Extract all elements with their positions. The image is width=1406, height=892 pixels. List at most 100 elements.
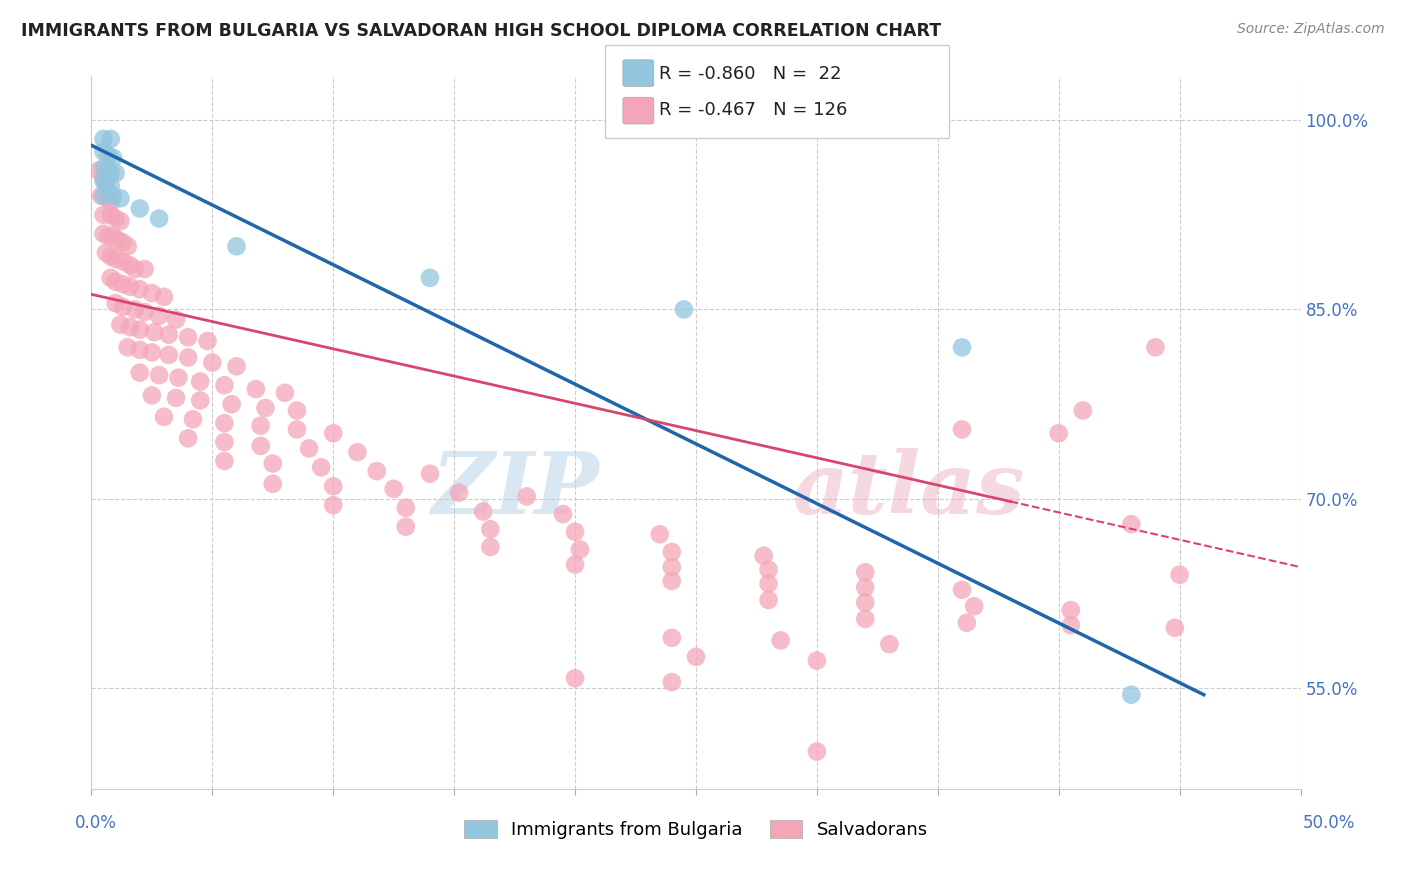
Point: [117, 340, 139, 354]
Point: [128, 366, 150, 380]
Point: [177, 431, 200, 445]
Point: [141, 286, 163, 301]
Point: [950, 340, 973, 354]
Point: [104, 296, 127, 310]
Point: [1144, 340, 1167, 354]
Point: [672, 302, 695, 317]
Text: 0.0%: 0.0%: [75, 814, 117, 831]
Text: atlas: atlas: [793, 448, 1025, 532]
Point: [661, 545, 683, 559]
Point: [110, 318, 132, 332]
Point: [249, 439, 271, 453]
Point: [249, 418, 271, 433]
Point: [153, 409, 176, 424]
Point: [1164, 621, 1187, 635]
Point: [472, 504, 495, 518]
Point: [758, 563, 780, 577]
Point: [148, 211, 170, 226]
Point: [479, 540, 502, 554]
Point: [853, 580, 876, 594]
Point: [853, 595, 876, 609]
Point: [128, 202, 150, 216]
Point: [153, 290, 176, 304]
Point: [661, 560, 683, 574]
Point: [285, 422, 308, 436]
Text: ZIP: ZIP: [432, 448, 599, 532]
Point: [124, 302, 146, 317]
Point: [564, 558, 586, 572]
Point: [134, 305, 156, 319]
Point: [165, 391, 187, 405]
Point: [100, 166, 122, 180]
Point: [1121, 517, 1143, 532]
Point: [963, 599, 986, 614]
Point: [564, 524, 586, 539]
Point: [107, 233, 129, 247]
Point: [104, 252, 127, 266]
Point: [157, 327, 180, 342]
Point: [93, 161, 115, 175]
Point: [516, 490, 538, 504]
Point: [100, 178, 122, 193]
Point: [141, 388, 163, 402]
Point: [111, 254, 134, 268]
Point: [93, 208, 115, 222]
Point: [100, 132, 122, 146]
Point: [165, 312, 187, 326]
Point: [104, 211, 127, 226]
Point: [262, 476, 284, 491]
Point: [346, 445, 368, 459]
Point: [111, 235, 134, 250]
Point: [111, 300, 134, 314]
Point: [648, 527, 671, 541]
Text: Source: ZipAtlas.com: Source: ZipAtlas.com: [1237, 22, 1385, 37]
Point: [94, 176, 117, 190]
Point: [758, 576, 780, 591]
Point: [395, 500, 418, 515]
Point: [322, 479, 344, 493]
Point: [479, 522, 502, 536]
Point: [128, 343, 150, 357]
Point: [94, 176, 117, 190]
Text: R = -0.860   N =  22: R = -0.860 N = 22: [659, 65, 842, 83]
Point: [661, 574, 683, 588]
Point: [110, 191, 132, 205]
Point: [117, 239, 139, 253]
Point: [1047, 426, 1070, 441]
Text: 50.0%: 50.0%: [1302, 814, 1355, 831]
Point: [950, 582, 973, 597]
Point: [1060, 618, 1083, 632]
Point: [143, 325, 166, 339]
Point: [769, 633, 792, 648]
Point: [309, 460, 332, 475]
Point: [188, 393, 211, 408]
Point: [366, 464, 388, 478]
Point: [419, 271, 441, 285]
Point: [322, 498, 344, 512]
Point: [225, 239, 247, 253]
Point: [225, 359, 247, 374]
Point: [758, 593, 780, 607]
Point: [201, 355, 224, 369]
Point: [120, 279, 142, 293]
Point: [93, 132, 115, 146]
Point: [181, 412, 204, 426]
Point: [382, 482, 405, 496]
Point: [128, 323, 150, 337]
Point: [128, 282, 150, 296]
Point: [221, 397, 243, 411]
Text: IMMIGRANTS FROM BULGARIA VS SALVADORAN HIGH SCHOOL DIPLOMA CORRELATION CHART: IMMIGRANTS FROM BULGARIA VS SALVADORAN H…: [21, 22, 941, 40]
Point: [87, 163, 110, 178]
Point: [93, 189, 115, 203]
Point: [298, 442, 321, 456]
Point: [134, 262, 156, 277]
Point: [853, 565, 876, 579]
Point: [148, 368, 170, 383]
Point: [97, 229, 120, 244]
Point: [100, 208, 122, 222]
Point: [1121, 688, 1143, 702]
Point: [97, 163, 120, 178]
Point: [93, 145, 115, 159]
Point: [120, 258, 142, 272]
Point: [661, 675, 683, 690]
